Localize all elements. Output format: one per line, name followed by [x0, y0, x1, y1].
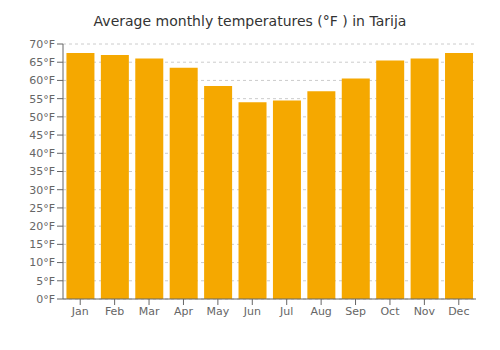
svg-text:Jul: Jul	[279, 305, 293, 318]
svg-text:Nov: Nov	[414, 305, 436, 318]
svg-text:25°F: 25°F	[29, 202, 55, 215]
svg-text:Jan: Jan	[71, 305, 89, 318]
svg-text:65°F: 65°F	[29, 56, 55, 69]
svg-text:35°F: 35°F	[29, 165, 55, 178]
svg-text:Mar: Mar	[139, 305, 160, 318]
svg-text:Apr: Apr	[174, 305, 194, 318]
svg-text:60°F: 60°F	[29, 74, 55, 87]
svg-text:20°F: 20°F	[29, 220, 55, 233]
svg-text:Jun: Jun	[243, 305, 261, 318]
svg-text:Dec: Dec	[448, 305, 469, 318]
svg-text:55°F: 55°F	[29, 93, 55, 106]
svg-text:70°F: 70°F	[29, 38, 55, 51]
svg-text:40°F: 40°F	[29, 147, 55, 160]
svg-text:15°F: 15°F	[29, 238, 55, 251]
svg-text:Sep: Sep	[345, 305, 366, 318]
svg-text:45°F: 45°F	[29, 129, 55, 142]
svg-text:0°F: 0°F	[36, 293, 55, 306]
svg-text:10°F: 10°F	[29, 256, 55, 269]
svg-text:Aug: Aug	[310, 305, 331, 318]
svg-text:30°F: 30°F	[29, 184, 55, 197]
html-text:Average monthly temperatures (: Average monthly temperatures (°F ) in Ta…	[93, 13, 407, 29]
svg-text:Oct: Oct	[380, 305, 400, 318]
svg-text:Feb: Feb	[105, 305, 124, 318]
svg-text:50°F: 50°F	[29, 111, 55, 124]
svg-text:5°F: 5°F	[36, 275, 55, 288]
svg-text:May: May	[207, 305, 230, 318]
